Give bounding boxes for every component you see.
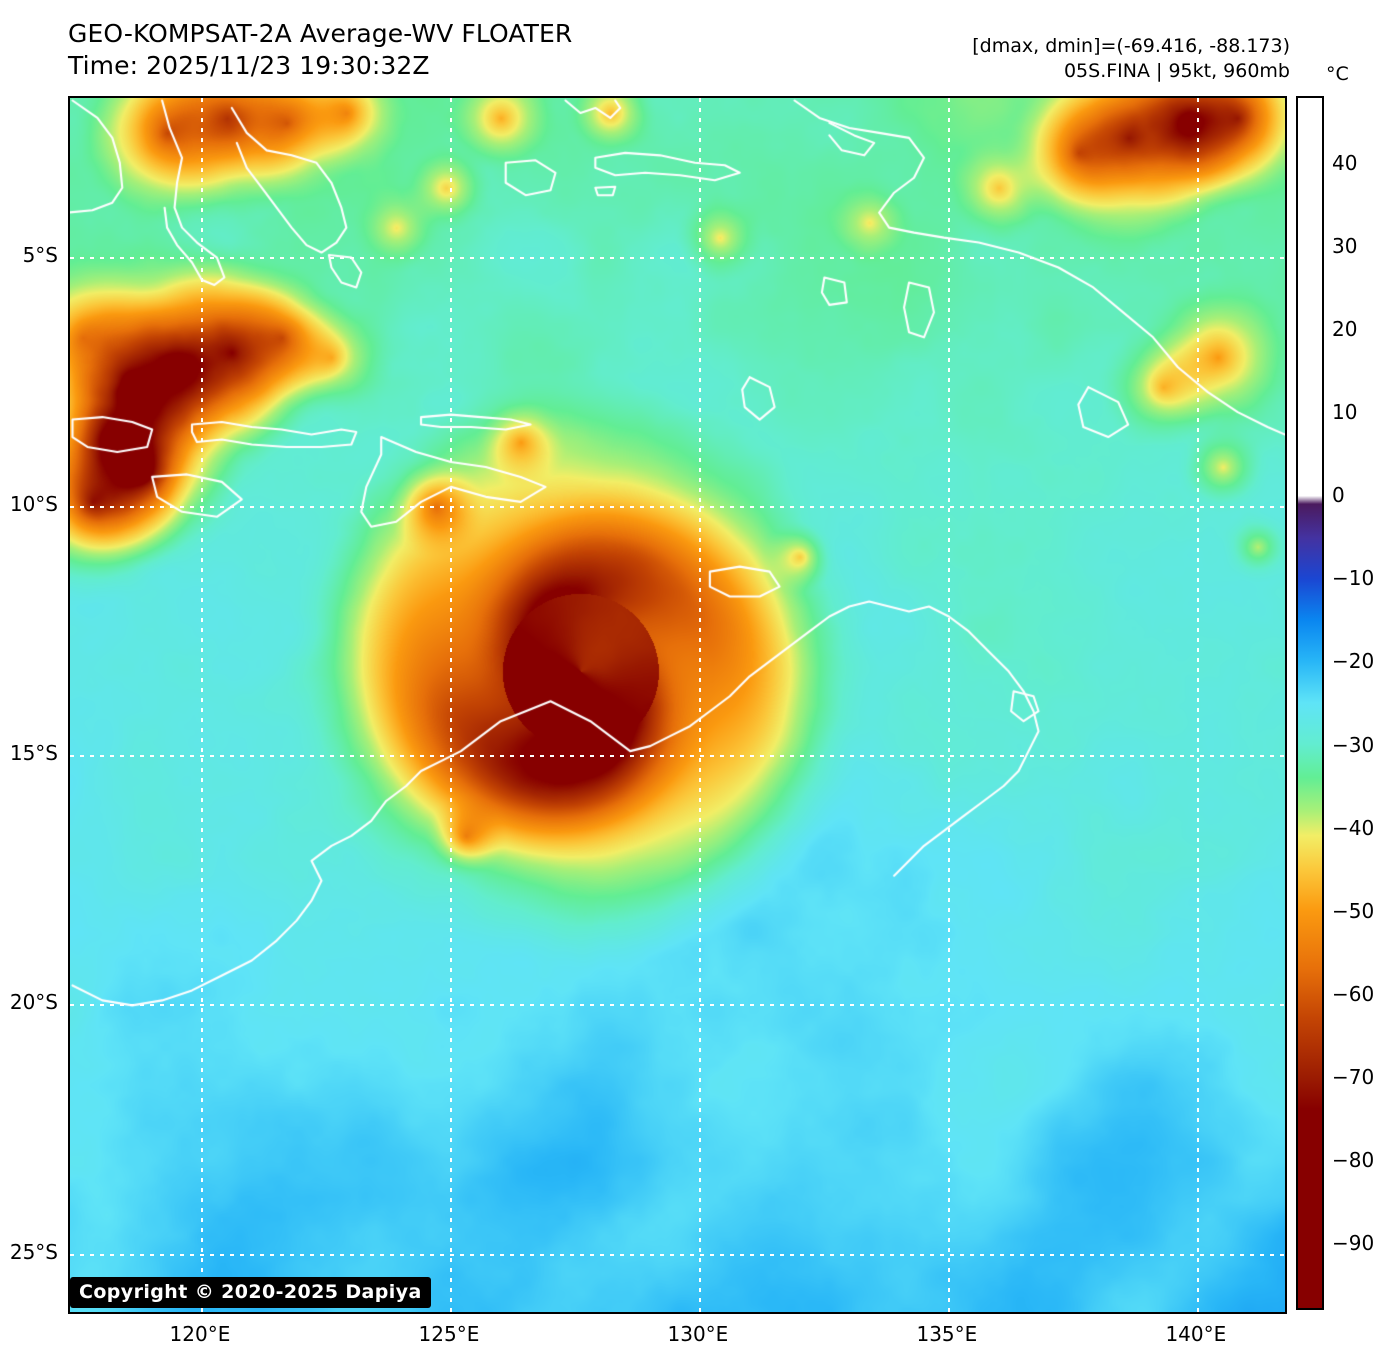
lon-tick-label: 125°E bbox=[418, 1322, 480, 1346]
colorbar-tick-label: 30 bbox=[1332, 233, 1358, 258]
colorbar-tick-label: −70 bbox=[1332, 1065, 1375, 1090]
colorbar-tick-label: −80 bbox=[1332, 1148, 1375, 1173]
lon-tick-label: 135°E bbox=[916, 1322, 978, 1346]
colorbar-tick-label: 20 bbox=[1332, 316, 1358, 341]
colorbar-tick-label: 0 bbox=[1332, 483, 1345, 508]
gridline-lat-25°S bbox=[70, 1253, 1285, 1256]
lon-tick-label: 130°E bbox=[667, 1322, 729, 1346]
gridline-lon-120°E bbox=[200, 98, 203, 1312]
gridline-lon-130°E bbox=[698, 98, 701, 1312]
lon-tick-label: 120°E bbox=[169, 1322, 231, 1346]
colorbar-tick-label: −20 bbox=[1332, 649, 1375, 674]
colorbar-tick-label: −90 bbox=[1332, 1231, 1375, 1256]
lat-tick-label: 5°S bbox=[22, 242, 58, 267]
gridline-lon-140°E bbox=[1196, 98, 1199, 1312]
colorbar-tick-label: 40 bbox=[1332, 150, 1358, 175]
storm-info-label: 05S.FINA | 95kt, 960mb bbox=[1063, 59, 1290, 82]
lat-tick-label: 25°S bbox=[9, 1239, 58, 1264]
gridline-lon-125°E bbox=[449, 98, 452, 1312]
colorbar-tick-label: −10 bbox=[1332, 566, 1375, 591]
colorbar-gradient bbox=[1298, 98, 1322, 1308]
lat-tick-label: 10°S bbox=[9, 491, 58, 516]
colorbar-tick-label: 10 bbox=[1332, 399, 1358, 424]
gridline-lat-20°S bbox=[70, 1004, 1285, 1007]
timestamp-label: Time: 2025/11/23 19:30:32Z bbox=[68, 51, 430, 80]
satellite-imagery-canvas bbox=[70, 98, 1285, 1312]
colorbar-tick-label: −60 bbox=[1332, 982, 1375, 1007]
copyright-watermark: Copyright © 2020-2025 Dapiya bbox=[70, 1277, 431, 1308]
title-block: GEO-KOMPSAT-2A Average-WV FLOATER Time: … bbox=[68, 18, 572, 82]
gridline-lat-15°S bbox=[70, 755, 1285, 758]
gridline-lon-135°E bbox=[947, 98, 950, 1312]
metadata-block: [dmax, dmin]=(-69.416, -88.173) 05S.FINA… bbox=[972, 34, 1290, 83]
page-title: GEO-KOMPSAT-2A Average-WV FLOATER bbox=[68, 19, 573, 48]
colorbar-unit-label: °C bbox=[1326, 63, 1349, 85]
gridline-lat-10°S bbox=[70, 505, 1285, 508]
lat-tick-label: 15°S bbox=[9, 741, 58, 766]
lat-tick-label: 20°S bbox=[9, 990, 58, 1015]
colorbar-tick-label: −50 bbox=[1332, 898, 1375, 923]
gridline-lat-5°S bbox=[70, 256, 1285, 259]
lon-tick-label: 140°E bbox=[1165, 1322, 1227, 1346]
colorbar-tick-label: −40 bbox=[1332, 815, 1375, 840]
dmax-dmin-label: [dmax, dmin]=(-69.416, -88.173) bbox=[972, 35, 1290, 57]
colorbar[interactable] bbox=[1296, 96, 1324, 1310]
colorbar-tick-label: −30 bbox=[1332, 732, 1375, 757]
satellite-map[interactable] bbox=[68, 96, 1287, 1314]
